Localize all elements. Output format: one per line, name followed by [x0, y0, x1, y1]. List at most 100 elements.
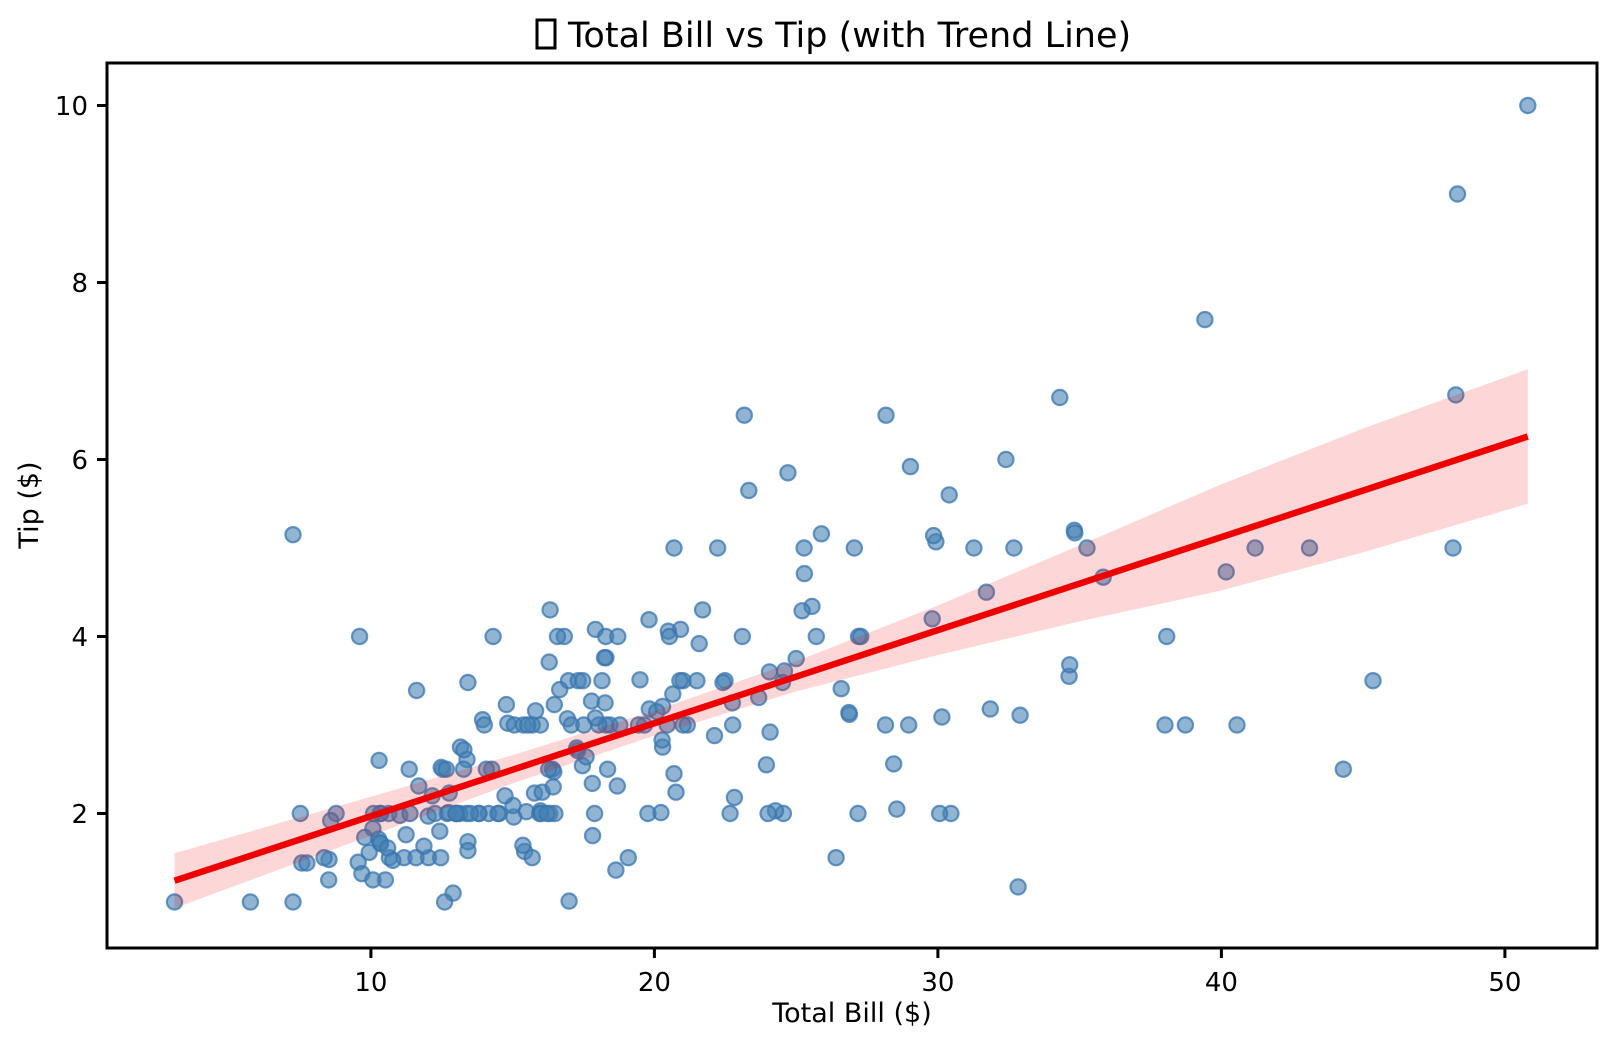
data-point [714, 673, 732, 692]
data-point [977, 583, 996, 601]
data-point [475, 716, 493, 734]
data-point [593, 672, 611, 690]
y-axis-label: Tip ($) [14, 461, 45, 549]
data-point [609, 627, 627, 646]
x-tick-label: 40 [1205, 968, 1238, 998]
data-point [432, 849, 450, 867]
data-point [583, 774, 602, 793]
y-axis: 2 4 6 8 10 [55, 92, 107, 830]
y-tick-label: 8 [71, 269, 88, 299]
data-point [551, 680, 569, 699]
data-point [320, 871, 338, 889]
data-point [431, 822, 449, 840]
data-point [721, 804, 739, 823]
data-point [997, 450, 1015, 469]
data-point [735, 406, 754, 424]
data-point [1005, 539, 1023, 557]
data-point [350, 627, 369, 646]
data-point [1300, 539, 1319, 557]
data-point [595, 649, 614, 667]
y-tick-label: 2 [71, 800, 88, 830]
data-point [759, 804, 777, 823]
data-point [496, 787, 514, 805]
confidence-band [174, 369, 1528, 909]
data-point [489, 804, 507, 823]
data-point [795, 564, 814, 583]
data-point [370, 751, 388, 770]
data-point [1364, 672, 1382, 690]
data-point [705, 726, 724, 745]
data-point [733, 627, 752, 646]
data-point [1217, 563, 1235, 581]
data-point [315, 849, 333, 867]
data-point [1444, 539, 1462, 557]
data-point [631, 671, 649, 689]
data-point [708, 539, 727, 557]
data-point [1078, 539, 1096, 557]
data-point [924, 526, 943, 545]
data-point [660, 627, 679, 646]
data-point [671, 672, 689, 690]
data-point [807, 627, 826, 646]
data-point [930, 804, 949, 823]
data-point [364, 871, 382, 889]
data-point [284, 526, 302, 544]
data-point [888, 800, 906, 818]
data-point [284, 893, 302, 911]
data-point [653, 731, 671, 749]
data-point [461, 804, 480, 823]
data-point [407, 849, 425, 867]
data-point [761, 723, 779, 741]
data-point [724, 716, 742, 734]
data-point [538, 804, 556, 823]
data-point [560, 892, 578, 910]
data-point [923, 610, 941, 628]
data-point [1009, 878, 1027, 896]
data-point [545, 695, 564, 714]
data-point [664, 685, 682, 703]
x-tick-label: 10 [354, 968, 387, 998]
data-point [845, 539, 864, 557]
data-point [291, 804, 309, 823]
data-point [876, 716, 895, 734]
data-point [519, 716, 537, 734]
plot-frame [105, 61, 1599, 950]
data-point [832, 680, 850, 698]
data-point [575, 716, 593, 734]
data-point [407, 681, 426, 700]
data-point [690, 634, 708, 653]
chart-title-text: Total Bill vs Tip (with Trend Line) [567, 16, 1131, 56]
data-point [598, 760, 617, 778]
data-point [165, 893, 184, 911]
data-point [1066, 524, 1084, 542]
data-point [523, 849, 541, 867]
data-point [1176, 716, 1195, 734]
data-point [1157, 627, 1176, 646]
data-point [940, 486, 958, 504]
data-point [849, 804, 867, 823]
missing-glyph-box-icon [535, 18, 557, 50]
data-point [384, 851, 402, 870]
data-point [400, 760, 418, 778]
data-point [793, 602, 811, 620]
x-tick-label: 50 [1488, 968, 1521, 998]
trend-line [173, 433, 1529, 884]
data-point [1156, 716, 1174, 734]
scatter-points [165, 96, 1537, 911]
data-point [574, 672, 592, 690]
data-point [1447, 386, 1465, 404]
trend-line-path [173, 433, 1529, 884]
data-point [779, 464, 797, 482]
data-point [514, 836, 532, 855]
y-tick-label: 10 [55, 92, 88, 122]
data-point [484, 627, 502, 646]
data-point [410, 777, 428, 795]
data-point [1060, 656, 1079, 674]
data-point [517, 803, 536, 821]
data-point [447, 804, 465, 823]
data-point [787, 649, 805, 668]
data-point [900, 716, 918, 734]
data-point [455, 741, 473, 759]
data-point [548, 627, 567, 646]
